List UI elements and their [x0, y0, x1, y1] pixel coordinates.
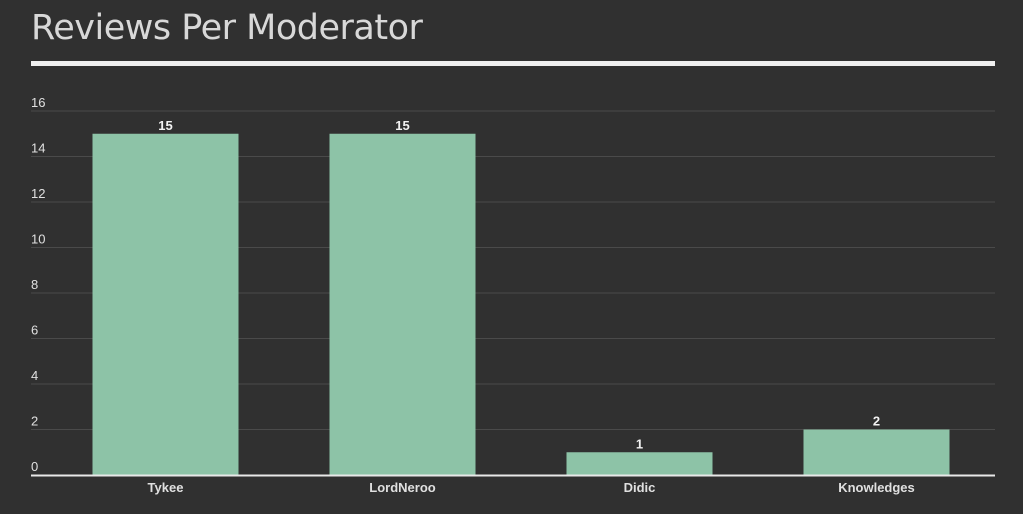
- bar-knowledges: [803, 429, 950, 475]
- y-axis-ticks: 0 2 4 6 8 10 12 14 16: [31, 95, 45, 474]
- bar-tykee: [92, 133, 239, 475]
- x-tick-label: LordNeroo: [369, 480, 436, 495]
- y-tick-label: 8: [31, 277, 38, 292]
- data-label: 1: [636, 436, 643, 451]
- page-title: Reviews Per Moderator: [31, 8, 423, 48]
- data-label: 15: [158, 118, 172, 133]
- bar-lordneroo: [329, 133, 476, 475]
- y-tick-label: 2: [31, 414, 38, 429]
- x-axis-categories: Tykee LordNeroo Didic Knowledges: [148, 480, 915, 495]
- x-tick-label: Tykee: [148, 480, 184, 495]
- x-tick-label: Knowledges: [838, 480, 915, 495]
- y-tick-label: 12: [31, 186, 45, 201]
- y-tick-label: 4: [31, 368, 38, 383]
- bar-didic: [566, 452, 713, 475]
- y-tick-label: 0: [31, 459, 38, 474]
- data-label: 15: [395, 118, 409, 133]
- bars: [92, 133, 950, 475]
- x-tick-label: Didic: [624, 480, 656, 495]
- data-labels: 15 15 1 2: [158, 118, 880, 452]
- y-tick-label: 6: [31, 323, 38, 338]
- y-tick-label: 14: [31, 141, 45, 156]
- data-label: 2: [873, 414, 880, 429]
- y-tick-label: 10: [31, 232, 45, 247]
- y-tick-label: 16: [31, 95, 45, 110]
- title-divider: [31, 61, 995, 66]
